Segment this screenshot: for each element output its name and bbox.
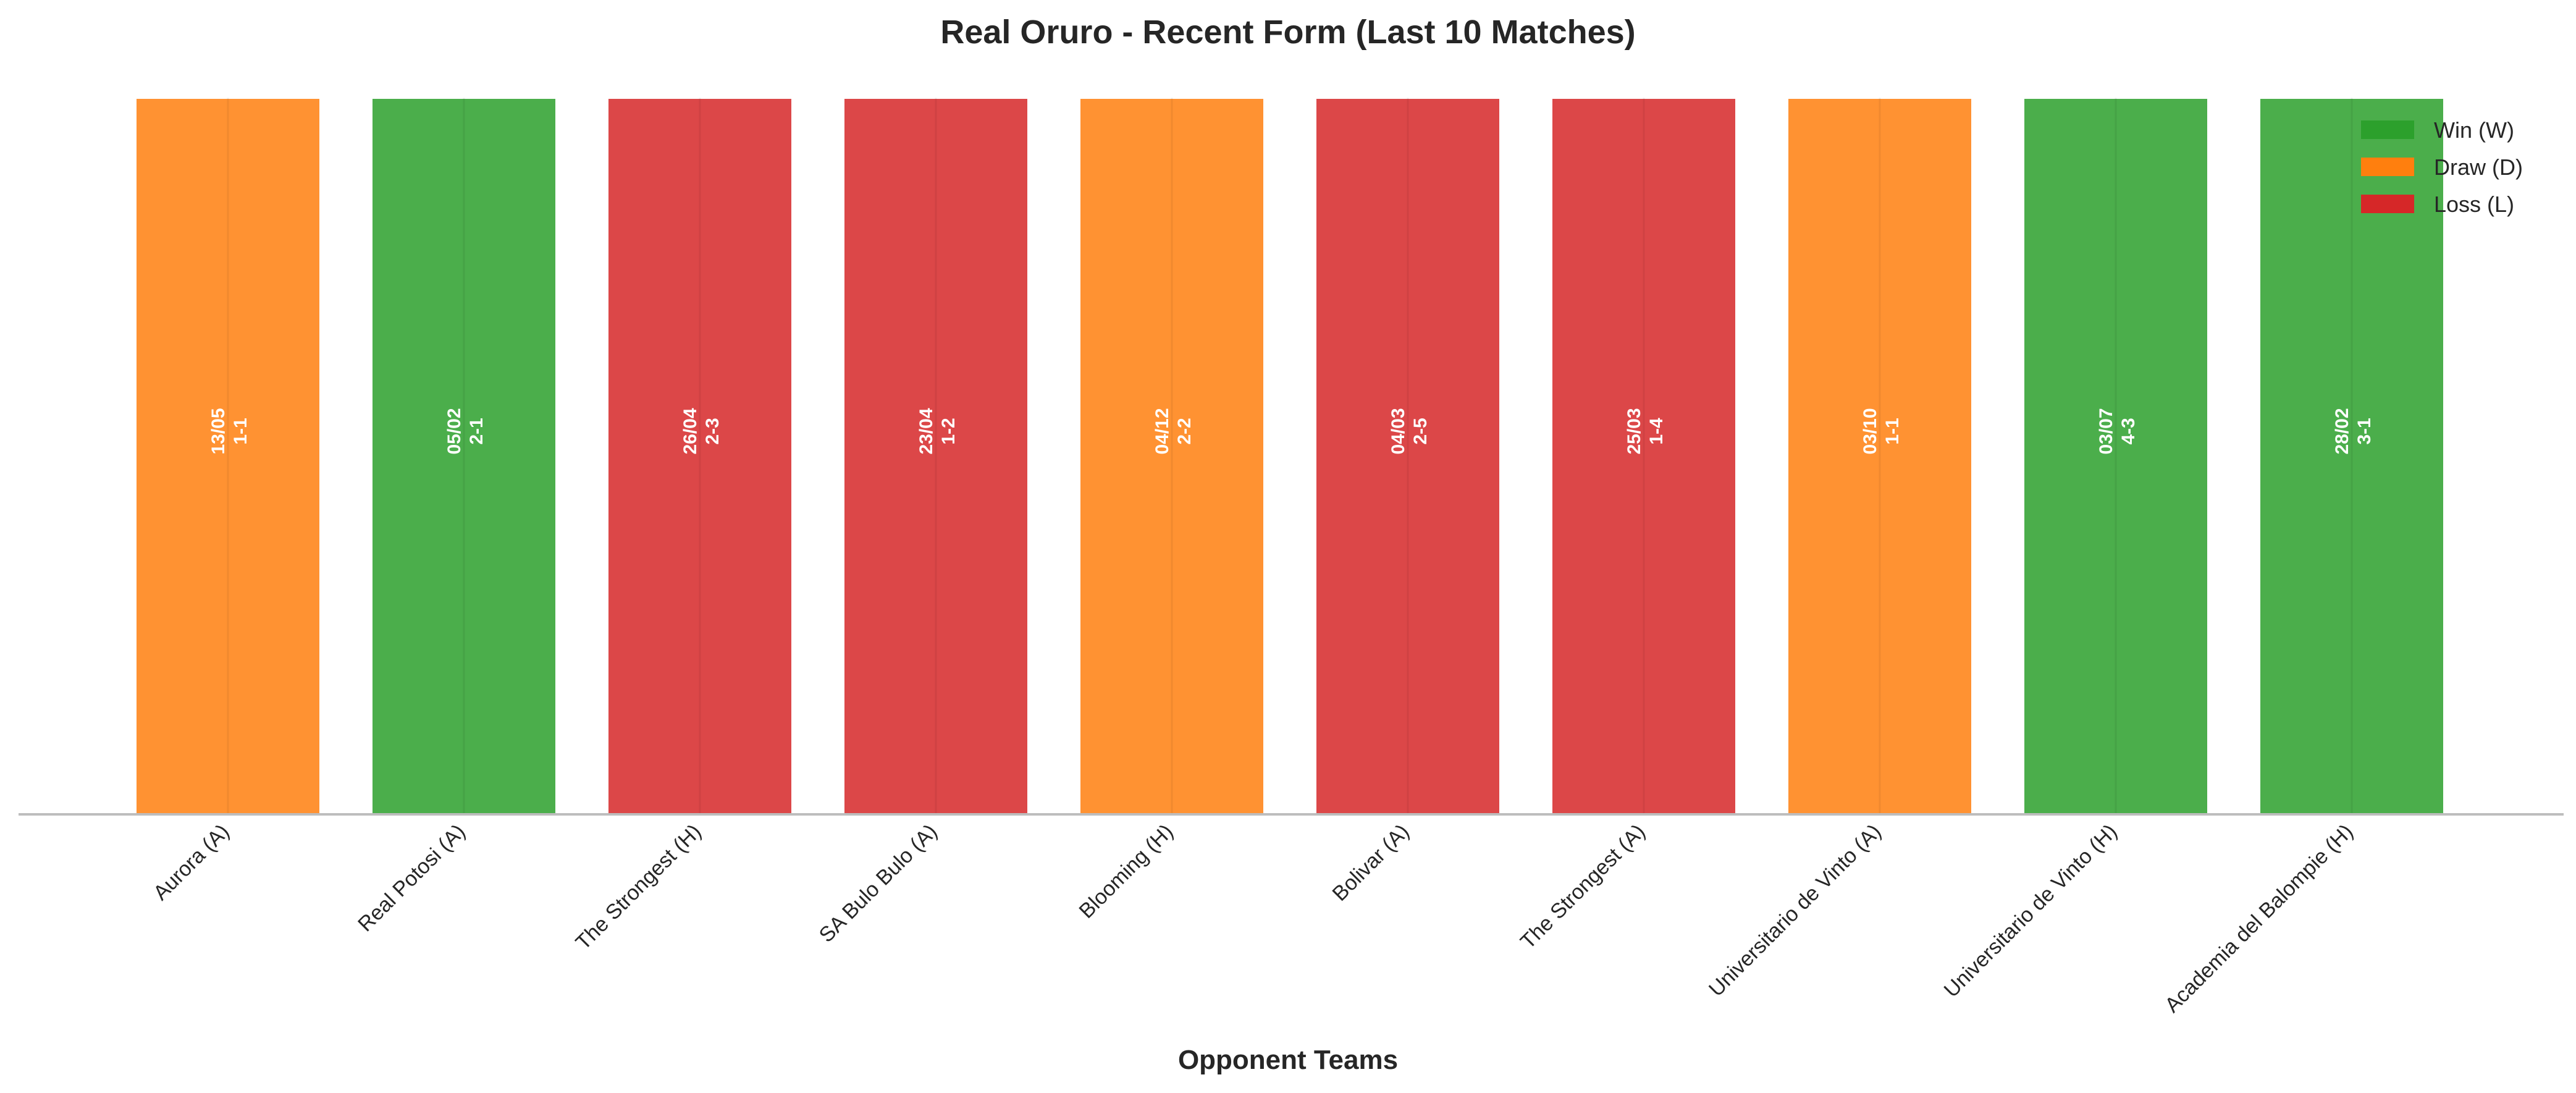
bar-date: 05/02 xyxy=(444,408,465,454)
bar-score: 2-1 xyxy=(466,418,487,444)
bar-5 xyxy=(1078,96,1266,816)
legend-swatch-d xyxy=(2361,158,2414,176)
bar-score: 2-5 xyxy=(1410,418,1431,444)
bar-score: 1-1 xyxy=(230,418,251,444)
bar-score: 3-1 xyxy=(2354,418,2375,444)
bars-group: 13/05 1-1 05/02 2-1 26/04 2-3 23/04 1-2 04/12 2-2… xyxy=(134,96,2446,816)
bar-date: 04/03 xyxy=(1388,408,1408,454)
bar-date: 13/05 xyxy=(208,408,229,454)
bar-label-1: 13/05 1-1 xyxy=(208,408,251,454)
x-tick-label-2: Real Potosi (A) xyxy=(353,820,470,937)
bar-label-4: 23/04 1-2 xyxy=(916,408,959,454)
legend-label-d: Draw (D) xyxy=(2434,154,2523,180)
bar-date: 28/02 xyxy=(2332,408,2352,454)
x-tick-label-3: The Strongest (H) xyxy=(571,820,706,955)
x-tick-label-1: Aurora (A) xyxy=(149,820,234,905)
bar-score: 2-2 xyxy=(1174,418,1195,444)
bar-date: 26/04 xyxy=(680,408,701,454)
bar-date: 25/03 xyxy=(1624,408,1644,454)
bar-label-7: 25/03 1-4 xyxy=(1624,408,1667,454)
bar-date: 04/12 xyxy=(1152,408,1172,454)
bar-7 xyxy=(1550,96,1738,816)
bar-score: 1-2 xyxy=(938,418,959,444)
legend-swatch-l xyxy=(2361,195,2414,213)
x-tick-labels: Aurora (A) Real Potosi (A) The Strongest (… xyxy=(149,820,2358,1018)
bar-10 xyxy=(2258,96,2446,816)
bar-score: 1-4 xyxy=(1646,418,1667,445)
legend: Win (W) Draw (D) Loss (L) xyxy=(2361,117,2523,217)
bar-6 xyxy=(1314,96,1502,816)
bar-label-3: 26/04 2-3 xyxy=(680,408,723,454)
x-tick-label-8: Universitario de Vinto (A) xyxy=(1704,820,1886,1002)
bar-3 xyxy=(606,96,794,816)
legend-label-w: Win (W) xyxy=(2434,117,2514,143)
bar-label-9: 03/07 4-3 xyxy=(2096,408,2139,454)
bar-score: 4-3 xyxy=(2118,418,2139,444)
bar-label-6: 04/03 2-5 xyxy=(1388,408,1431,454)
bar-date: 03/10 xyxy=(1860,408,1880,454)
legend-label-l: Loss (L) xyxy=(2434,192,2514,217)
bar-1 xyxy=(134,96,322,816)
x-tick-label-9: Universitario de Vinto (H) xyxy=(1940,820,2122,1002)
x-tick-label-5: Blooming (H) xyxy=(1075,820,1178,923)
x-tick-label-7: The Strongest (A) xyxy=(1516,820,1650,954)
bar-date: 03/07 xyxy=(2096,408,2116,454)
x-tick-label-10: Academia del Balompie (H) xyxy=(2160,820,2358,1018)
bar-score: 2-3 xyxy=(702,418,723,444)
bar-label-10: 28/02 3-1 xyxy=(2332,408,2375,454)
bar-label-2: 05/02 2-1 xyxy=(444,408,487,454)
legend-swatch-w xyxy=(2361,120,2414,139)
bar-4 xyxy=(842,96,1030,816)
chart-title: Real Oruro - Recent Form (Last 10 Matche… xyxy=(940,14,1635,51)
x-tick-label-6: Bolivar (A) xyxy=(1328,820,1414,906)
bar-label-8: 03/10 1-1 xyxy=(1860,408,1903,454)
bar-score: 1-1 xyxy=(1882,418,1903,444)
bar-label-5: 04/12 2-2 xyxy=(1152,408,1195,454)
bar-2 xyxy=(370,96,558,816)
x-tick-label-4: SA Bulo Bulo (A) xyxy=(815,820,942,947)
x-axis-label: Opponent Teams xyxy=(1178,1045,1398,1075)
bar-date: 23/04 xyxy=(916,408,937,454)
